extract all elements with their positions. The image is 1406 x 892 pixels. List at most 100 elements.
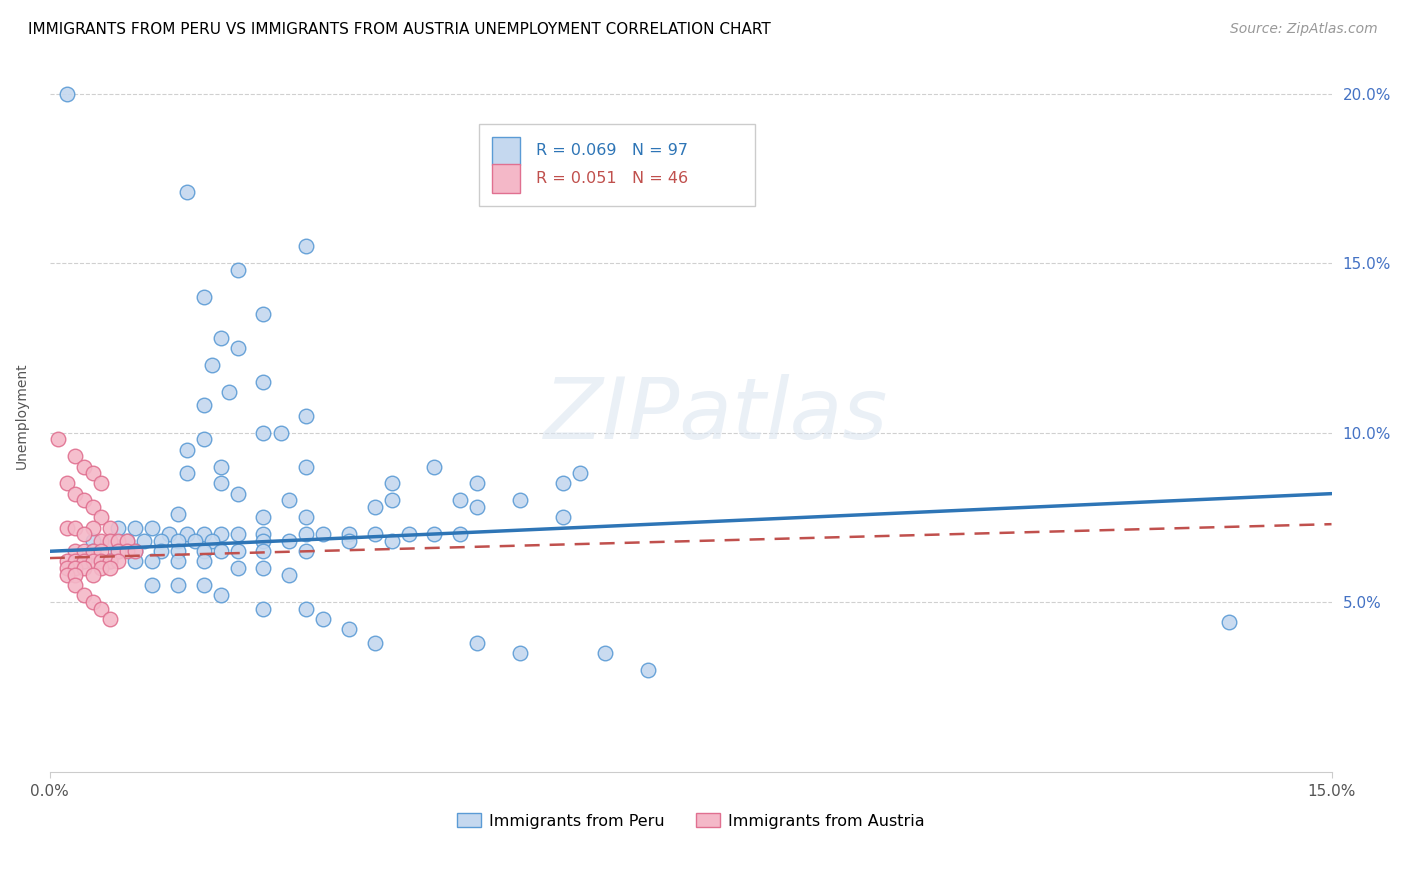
Point (73, 527, 96, 541)
Point (149, 534, 172, 549)
Point (209, 331, 232, 345)
Point (159, 527, 181, 541)
Point (132, 534, 155, 549)
Point (82, 568, 104, 582)
Point (56, 87, 79, 101)
Point (82, 595, 104, 609)
Point (381, 476, 404, 491)
Point (252, 602, 274, 616)
Point (209, 527, 232, 541)
Point (637, 663, 659, 677)
Point (278, 568, 301, 582)
Text: ZIPatlas: ZIPatlas (544, 374, 889, 458)
Point (193, 544, 215, 558)
Point (465, 476, 488, 491)
Point (107, 554, 129, 568)
Point (82, 500, 104, 515)
Point (295, 239, 318, 253)
Point (226, 561, 249, 575)
Point (226, 341, 249, 355)
Point (73, 544, 96, 558)
Point (56, 520, 79, 534)
Point (115, 534, 138, 549)
Point (73, 554, 96, 568)
Point (278, 493, 301, 508)
Point (124, 544, 146, 558)
Point (124, 520, 146, 534)
Point (98, 534, 121, 549)
Point (278, 534, 301, 549)
Point (381, 534, 404, 549)
Point (193, 290, 215, 304)
Point (252, 307, 274, 321)
Point (90, 554, 112, 568)
Point (141, 520, 163, 534)
Point (65, 568, 87, 582)
Point (167, 578, 190, 592)
Point (568, 467, 591, 481)
Bar (492, 136, 520, 165)
Point (295, 510, 318, 524)
Point (226, 544, 249, 558)
Point (252, 510, 274, 524)
Point (252, 375, 274, 389)
Point (48, 433, 70, 447)
Point (201, 358, 224, 372)
Point (465, 636, 488, 650)
Point (65, 486, 87, 500)
Point (176, 442, 198, 457)
Point (363, 636, 385, 650)
Point (252, 425, 274, 440)
Point (82, 520, 104, 534)
Point (449, 527, 471, 541)
Point (252, 534, 274, 549)
Point (184, 534, 207, 549)
Point (90, 534, 112, 549)
Point (449, 493, 471, 508)
Point (193, 399, 215, 413)
Point (312, 527, 335, 541)
Point (218, 384, 240, 399)
Point (98, 561, 121, 575)
Point (149, 544, 172, 558)
Point (65, 450, 87, 464)
Bar (492, 164, 520, 193)
Point (90, 602, 112, 616)
Point (176, 467, 198, 481)
Point (167, 507, 190, 521)
Point (252, 561, 274, 575)
Text: Source: ZipAtlas.com: Source: ZipAtlas.com (1230, 22, 1378, 37)
Text: R = 0.069   N = 97: R = 0.069 N = 97 (536, 144, 688, 158)
Point (107, 534, 129, 549)
Point (90, 510, 112, 524)
Point (551, 476, 574, 491)
Point (82, 544, 104, 558)
Point (337, 527, 360, 541)
Point (82, 544, 104, 558)
Point (381, 493, 404, 508)
Point (593, 646, 616, 660)
Text: R = 0.051   N = 46: R = 0.051 N = 46 (536, 171, 688, 186)
Point (363, 500, 385, 515)
Point (312, 612, 335, 626)
Point (65, 554, 87, 568)
Point (107, 520, 129, 534)
Point (193, 554, 215, 568)
Point (73, 459, 96, 474)
Point (209, 588, 232, 602)
Point (295, 544, 318, 558)
Point (295, 459, 318, 474)
Point (90, 561, 112, 575)
Point (509, 646, 531, 660)
Point (73, 561, 96, 575)
Point (90, 544, 112, 558)
Point (115, 544, 138, 558)
Point (98, 554, 121, 568)
Point (98, 554, 121, 568)
Point (56, 568, 79, 582)
Point (56, 554, 79, 568)
Point (295, 602, 318, 616)
Point (252, 544, 274, 558)
Point (73, 588, 96, 602)
Point (337, 622, 360, 636)
